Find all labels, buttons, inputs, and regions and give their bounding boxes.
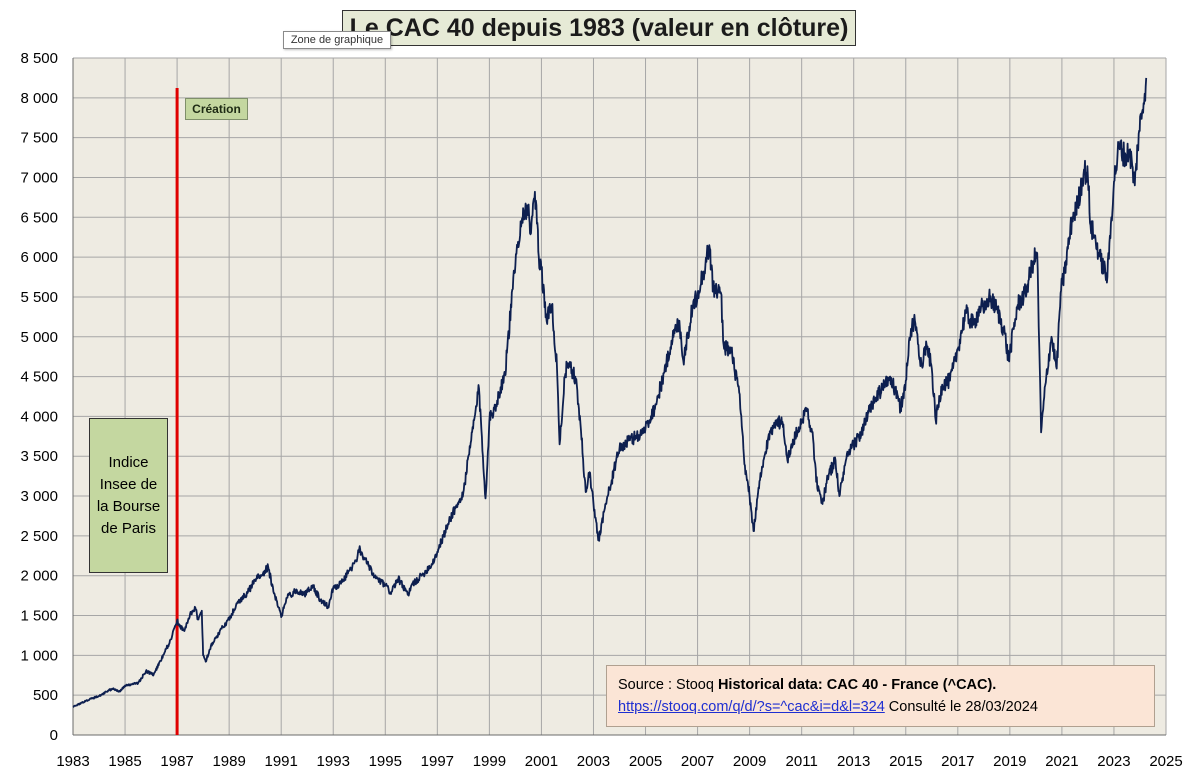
source-prefix: Source : Stooq bbox=[618, 677, 718, 693]
y-tick-label: 1 500 bbox=[20, 608, 58, 625]
y-tick-label: 7 000 bbox=[20, 169, 58, 186]
x-tick-label: 2021 bbox=[1045, 753, 1078, 770]
x-tick-label: 2025 bbox=[1149, 753, 1182, 770]
x-tick-label: 2001 bbox=[525, 753, 558, 770]
source-consulted: Consulté le 28/03/2024 bbox=[884, 699, 1038, 715]
x-tick-label: 1995 bbox=[369, 753, 402, 770]
plot-area[interactable] bbox=[73, 58, 1166, 735]
y-tick-label: 3 500 bbox=[20, 448, 58, 465]
y-tick-label: 5 500 bbox=[20, 289, 58, 306]
y-tick-label: 2 500 bbox=[20, 528, 58, 545]
y-tick-label: 8 500 bbox=[20, 50, 58, 67]
insee-annotation[interactable]: Indice Insee de la Bourse de Paris bbox=[89, 418, 168, 573]
x-tick-label: 1991 bbox=[265, 753, 298, 770]
y-tick-label: 8 000 bbox=[20, 90, 58, 107]
chart-area-tooltip: Zone de graphique bbox=[283, 31, 391, 49]
y-tick-label: 0 bbox=[50, 727, 58, 744]
x-tick-label: 2003 bbox=[577, 753, 610, 770]
x-tick-label: 2013 bbox=[837, 753, 870, 770]
creation-label[interactable]: Création bbox=[185, 98, 248, 120]
x-tick-label: 2009 bbox=[733, 753, 766, 770]
y-tick-label: 6 000 bbox=[20, 249, 58, 266]
y-tick-label: 4 500 bbox=[20, 369, 58, 386]
y-tick-label: 5 000 bbox=[20, 329, 58, 346]
x-tick-label: 1985 bbox=[108, 753, 141, 770]
gridlines bbox=[72, 57, 1167, 736]
y-tick-label: 4 000 bbox=[20, 408, 58, 425]
series-layer bbox=[72, 77, 1148, 708]
x-tick-label: 2007 bbox=[681, 753, 714, 770]
x-tick-label: 2019 bbox=[993, 753, 1026, 770]
x-tick-label: 2023 bbox=[1097, 753, 1130, 770]
source-link[interactable]: https://stooq.com/q/d/?s=^cac&i=d&l=324 bbox=[618, 699, 885, 715]
axes: 0 500 1 000 1 500 2 000 2 500 3 000 3 500 4 000 4… bbox=[20, 50, 1182, 770]
y-tick-label: 2 000 bbox=[20, 568, 58, 585]
x-tick-label: 1989 bbox=[212, 753, 245, 770]
x-tick-label: 2017 bbox=[941, 753, 974, 770]
insee-annotation-text: Indice Insee de la Bourse de Paris bbox=[96, 453, 161, 537]
source-title: Historical data: CAC 40 - France (^CAC). bbox=[717, 677, 997, 693]
chart-title[interactable]: Le CAC 40 depuis 1983 (valeur en clôture… bbox=[342, 10, 856, 46]
source-box[interactable]: Source : Stooq Historical data: CAC 40 -… bbox=[606, 665, 1155, 727]
series-line[interactable] bbox=[72, 77, 1148, 708]
x-tick-label: 1983 bbox=[56, 753, 89, 770]
x-tick-label: 2015 bbox=[889, 753, 922, 770]
y-tick-label: 3 000 bbox=[20, 488, 58, 505]
y-tick-label: 1 000 bbox=[20, 647, 58, 664]
y-tick-label: 6 500 bbox=[20, 209, 58, 226]
y-tick-label: 500 bbox=[33, 687, 58, 704]
x-tick-label: 1997 bbox=[421, 753, 454, 770]
x-tick-label: 1999 bbox=[473, 753, 506, 770]
x-tick-label: 2005 bbox=[629, 753, 662, 770]
x-tick-label: 1993 bbox=[317, 753, 350, 770]
x-tick-label: 2011 bbox=[786, 753, 818, 770]
x-tick-label: 1987 bbox=[160, 753, 193, 770]
y-tick-label: 7 500 bbox=[20, 130, 58, 147]
